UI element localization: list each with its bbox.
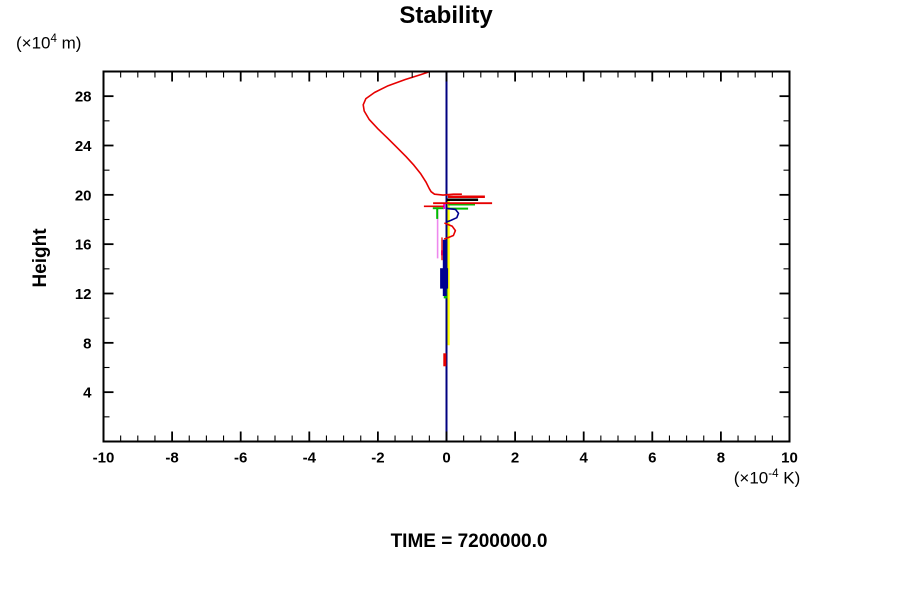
x-unit-prefix: (×10 bbox=[733, 468, 769, 488]
y-unit-exponent: 4 bbox=[50, 33, 57, 45]
x-tick-label: 8 bbox=[717, 450, 725, 467]
x-axis-unit-label: (×10-4 K) bbox=[734, 468, 801, 489]
x-tick-label: 0 bbox=[442, 450, 450, 467]
y-unit-prefix: (×10 bbox=[16, 33, 51, 53]
y-tick-label: 12 bbox=[75, 286, 92, 303]
x-tick-label: -2 bbox=[371, 450, 384, 467]
y-unit-suffix: m) bbox=[56, 33, 82, 53]
x-tick-label: -8 bbox=[165, 450, 178, 467]
y-tick-label: 4 bbox=[83, 385, 92, 402]
x-tick-label: 6 bbox=[648, 450, 656, 467]
y-axis-unit-label: (×104 m) bbox=[16, 33, 81, 54]
x-tick-label: 10 bbox=[781, 450, 798, 467]
x-tick-label: -4 bbox=[303, 450, 317, 467]
x-tick-label: 2 bbox=[511, 450, 519, 467]
x-tick-label: -10 bbox=[93, 450, 115, 467]
time-caption: TIME = 7200000.0 bbox=[390, 531, 548, 552]
stability-profile-red bbox=[362, 70, 462, 196]
y-tick-label: 8 bbox=[83, 335, 91, 352]
y-tick-label: 16 bbox=[75, 237, 92, 254]
x-tick-label: -6 bbox=[234, 450, 247, 467]
chart-title: Stability bbox=[399, 2, 493, 29]
y-tick-label: 24 bbox=[75, 138, 92, 155]
x-unit-suffix: K) bbox=[778, 468, 801, 488]
y-tick-label: 28 bbox=[75, 89, 92, 106]
navy-hook-loop bbox=[446, 207, 460, 223]
red-arc-loop bbox=[443, 222, 457, 240]
y-tick-label: 20 bbox=[75, 187, 92, 204]
x-unit-exponent: -4 bbox=[768, 468, 779, 480]
x-tick-label: 4 bbox=[580, 450, 589, 467]
